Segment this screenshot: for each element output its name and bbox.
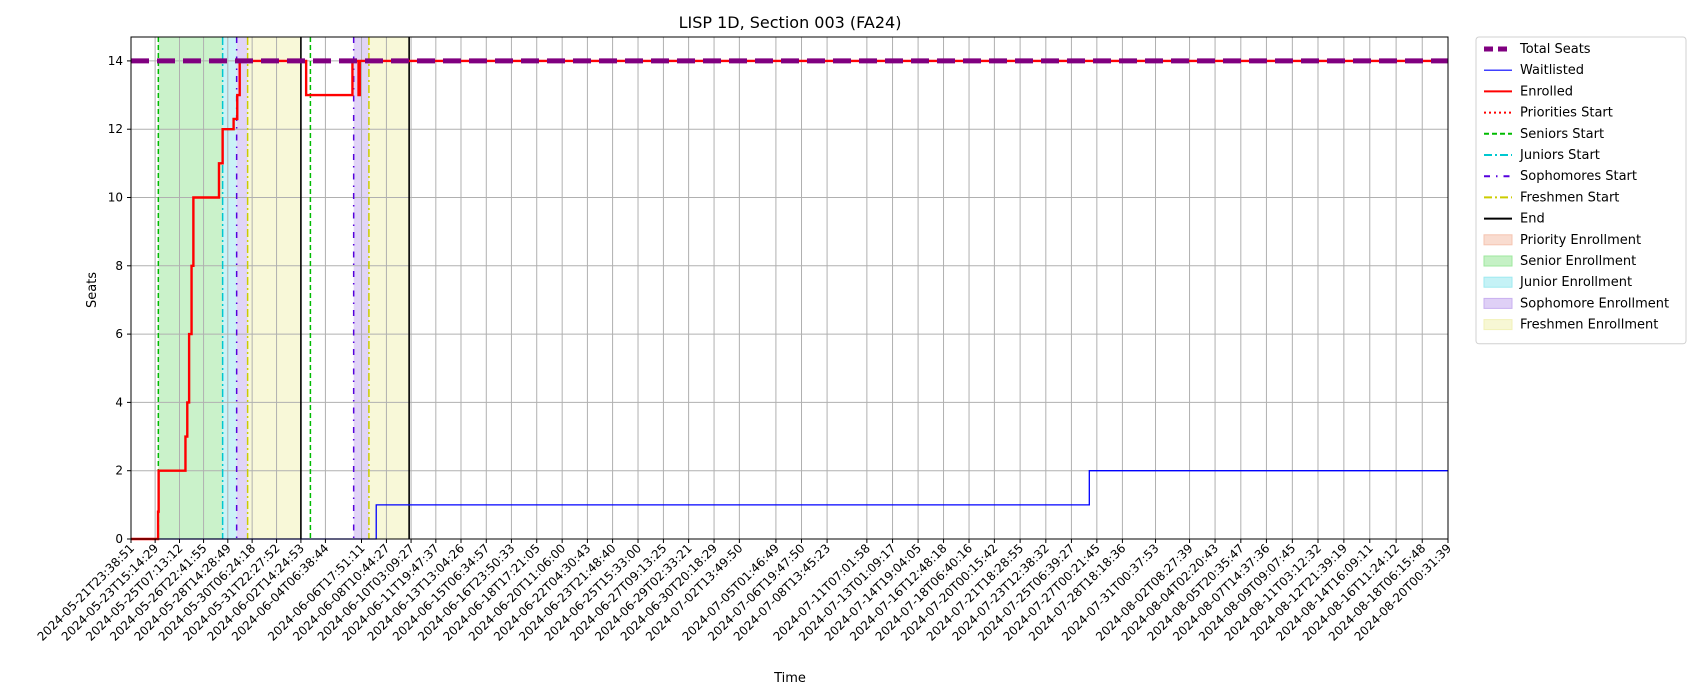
legend-item: Freshmen Enrollment bbox=[1483, 318, 1658, 333]
region-freshmen-enrollment bbox=[247, 37, 301, 539]
legend-swatch bbox=[1483, 297, 1513, 309]
axes-frame bbox=[130, 36, 1449, 540]
legend-label: Priorities Start bbox=[1520, 106, 1613, 121]
enrollment-regions bbox=[158, 37, 410, 539]
series-waitlisted bbox=[131, 470, 1448, 540]
legend-label: Total Seats bbox=[1519, 42, 1591, 57]
y-tick-label: 4 bbox=[115, 395, 123, 409]
legend-item: Freshmen Start bbox=[1484, 190, 1619, 205]
legend-label: Seniors Start bbox=[1520, 127, 1604, 142]
legend-item: Junior Enrollment bbox=[1483, 275, 1632, 290]
plot-frame bbox=[130, 36, 1449, 540]
series-lines bbox=[131, 58, 1448, 541]
legend-item: Priority Enrollment bbox=[1483, 233, 1641, 248]
legend-item: Waitlisted bbox=[1484, 63, 1584, 78]
y-tick-label: 8 bbox=[115, 259, 123, 273]
y-axis-label: Seats bbox=[85, 272, 100, 308]
y-tick-label: 0 bbox=[115, 532, 123, 546]
y-tick-label: 2 bbox=[115, 464, 123, 478]
legend-label: End bbox=[1520, 212, 1545, 227]
x-axis-ticks: 2024-05-21T23:38:512024-05-23T15:14:2920… bbox=[35, 539, 1454, 644]
region-sophomore-enrollment bbox=[236, 37, 248, 539]
legend-item: Sophomores Start bbox=[1484, 169, 1637, 184]
legend-label: Juniors Start bbox=[1519, 148, 1600, 163]
vertical-markers bbox=[157, 37, 410, 539]
legend-item: Total Seats bbox=[1484, 42, 1591, 57]
legend-box bbox=[1475, 36, 1687, 345]
grid-lines bbox=[130, 37, 1449, 540]
legend-label: Enrolled bbox=[1520, 84, 1573, 99]
legend-item: Priorities Start bbox=[1484, 106, 1613, 121]
legend-label: Sophomore Enrollment bbox=[1520, 296, 1669, 311]
legend-label: Priority Enrollment bbox=[1520, 233, 1641, 248]
legend-item: Senior Enrollment bbox=[1483, 254, 1636, 269]
legend-item: Seniors Start bbox=[1484, 127, 1604, 142]
legend-label: Waitlisted bbox=[1520, 63, 1584, 78]
series-enrolled bbox=[131, 59, 1448, 541]
y-tick-label: 12 bbox=[108, 122, 123, 136]
x-axis-label: Time bbox=[773, 671, 806, 686]
legend-label: Senior Enrollment bbox=[1520, 254, 1636, 269]
region-junior-enrollment bbox=[222, 37, 237, 539]
legend-item: End bbox=[1484, 212, 1545, 227]
chart-title: LISP 1D, Section 003 (FA24) bbox=[679, 13, 902, 32]
legend-label: Junior Enrollment bbox=[1519, 275, 1632, 290]
legend: Total Seats Waitlisted Enrolled Priorities … bbox=[1475, 36, 1687, 345]
legend-swatch bbox=[1483, 319, 1513, 331]
y-tick-label: 6 bbox=[115, 327, 123, 341]
legend-item: Enrolled bbox=[1484, 84, 1573, 99]
legend-label: Freshmen Start bbox=[1520, 190, 1619, 205]
legend-item: Sophomore Enrollment bbox=[1483, 296, 1669, 311]
legend-swatch bbox=[1483, 255, 1513, 267]
y-axis-ticks: 0 2 4 6 8 10 12 14 bbox=[108, 54, 131, 546]
region-freshmen-enrollment bbox=[368, 37, 410, 539]
legend-swatch bbox=[1483, 276, 1513, 288]
legend-item: Juniors Start bbox=[1484, 148, 1600, 163]
y-tick-label: 14 bbox=[108, 54, 123, 68]
legend-swatch bbox=[1483, 234, 1513, 246]
y-tick-label: 10 bbox=[108, 191, 123, 205]
legend-label: Freshmen Enrollment bbox=[1520, 318, 1658, 333]
legend-label: Sophomores Start bbox=[1520, 169, 1637, 184]
